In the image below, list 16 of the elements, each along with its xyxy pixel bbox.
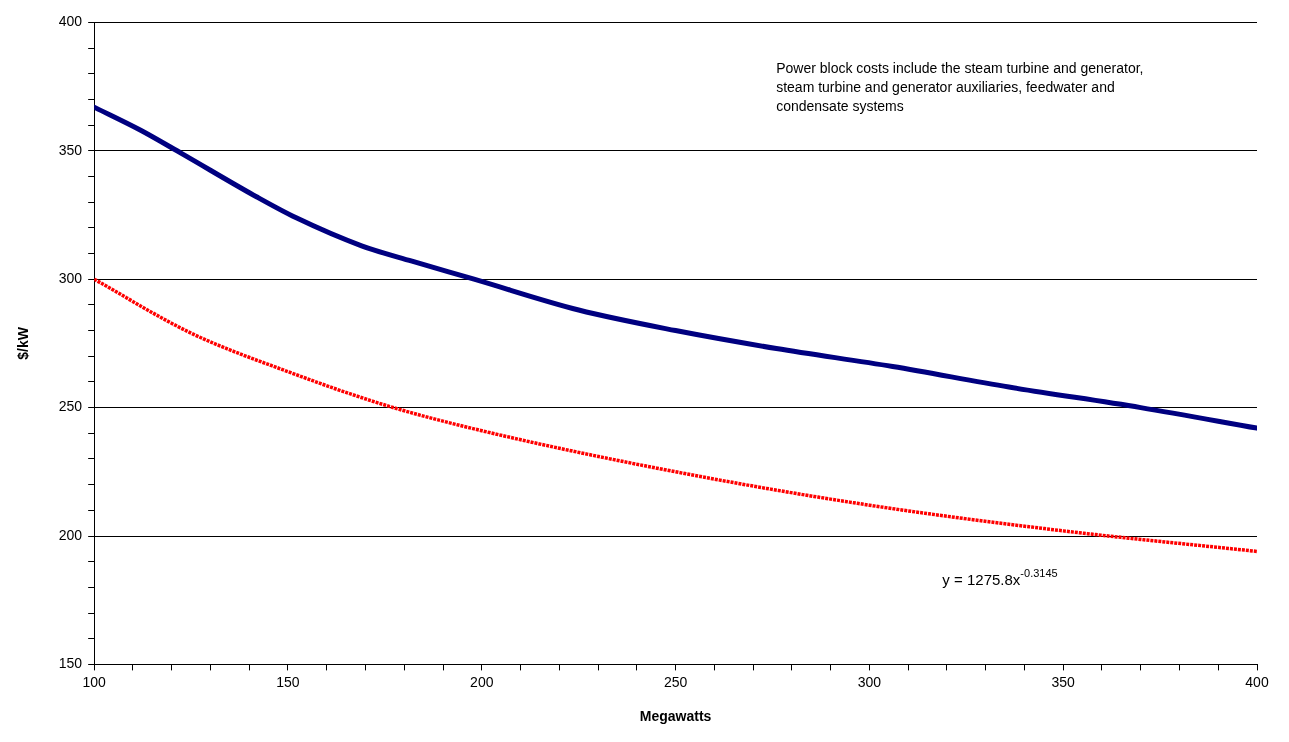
x-tick-label: 350 [1051, 673, 1076, 690]
y-tick-label: 150 [58, 655, 83, 672]
x-tick-label: 150 [276, 673, 300, 690]
y-tick-label: 250 [58, 398, 83, 415]
x-tick-label: 200 [470, 673, 494, 690]
x-tick-label: 250 [663, 673, 688, 690]
x-axis-title: Megawatts [639, 708, 712, 725]
y-tick-label: 300 [58, 270, 83, 287]
annotation: Power block costs include the steam turbine and generator, steam turbine and generator auxiliaries, feedwater and condensate systems [776, 60, 1144, 115]
y-tick-label: 350 [58, 141, 83, 158]
y-tick-label: 200 [58, 526, 83, 543]
x-tick-label: 300 [857, 673, 882, 690]
x-tick-label: 100 [82, 673, 107, 690]
y-axis-title: $/kW [15, 326, 32, 360]
x-tick-label: 400 [1245, 673, 1269, 690]
y-tick-label: 400 [58, 13, 83, 30]
